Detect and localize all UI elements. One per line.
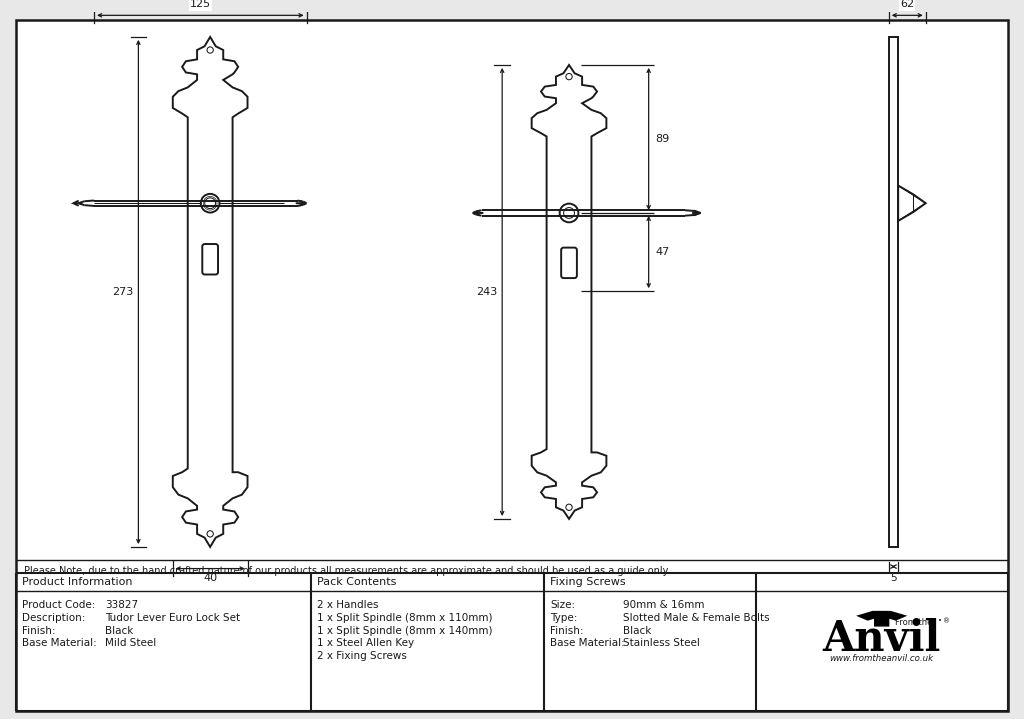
- Text: 62: 62: [900, 0, 914, 9]
- Text: Base Material:: Base Material:: [550, 638, 625, 649]
- Text: 125: 125: [189, 0, 211, 9]
- Text: Size:: Size:: [550, 600, 575, 610]
- Text: Black: Black: [104, 626, 133, 636]
- Text: 2 x Handles: 2 x Handles: [317, 600, 379, 610]
- Text: Please Note, due to the hand crafted nature of our products all measurements are: Please Note, due to the hand crafted nat…: [25, 566, 671, 576]
- Text: Description:: Description:: [23, 613, 86, 623]
- Text: Product Code:: Product Code:: [23, 600, 95, 610]
- Text: 273: 273: [113, 287, 133, 297]
- Text: •: •: [938, 618, 942, 623]
- Text: 1 x Steel Allen Key: 1 x Steel Allen Key: [317, 638, 415, 649]
- Text: Base Material:: Base Material:: [23, 638, 97, 649]
- Text: Finish:: Finish:: [550, 626, 584, 636]
- Text: Product Information: Product Information: [23, 577, 133, 587]
- Text: Anvil: Anvil: [822, 618, 941, 660]
- Text: 2 x Fixing Screws: 2 x Fixing Screws: [317, 651, 408, 661]
- Text: 33827: 33827: [104, 600, 138, 610]
- Text: Mild Steel: Mild Steel: [104, 638, 157, 649]
- Text: 47: 47: [655, 247, 670, 257]
- Text: Finish:: Finish:: [23, 626, 56, 636]
- Text: Stainless Steel: Stainless Steel: [623, 638, 700, 649]
- Text: 243: 243: [476, 287, 498, 297]
- Text: Black: Black: [623, 626, 651, 636]
- Text: 90mm & 16mm: 90mm & 16mm: [623, 600, 705, 610]
- Text: 40: 40: [203, 574, 217, 584]
- Text: 1 x Split Spindle (8mm x 140mm): 1 x Split Spindle (8mm x 140mm): [317, 626, 493, 636]
- Text: From the: From the: [895, 618, 933, 627]
- Text: ®: ®: [943, 618, 950, 625]
- Text: www.fromtheanvil.co.uk: www.fromtheanvil.co.uk: [829, 654, 934, 662]
- Text: Tudor Lever Euro Lock Set: Tudor Lever Euro Lock Set: [104, 613, 240, 623]
- Text: Type:: Type:: [550, 613, 578, 623]
- Text: 1 x Split Spindle (8mm x 110mm): 1 x Split Spindle (8mm x 110mm): [317, 613, 493, 623]
- Text: Pack Contents: Pack Contents: [317, 577, 396, 587]
- Text: 89: 89: [655, 134, 670, 144]
- Text: Slotted Male & Female Bolts: Slotted Male & Female Bolts: [623, 613, 770, 623]
- Bar: [889, 37, 898, 547]
- Text: Fixing Screws: Fixing Screws: [550, 577, 626, 587]
- Text: 5: 5: [890, 574, 897, 584]
- Polygon shape: [856, 611, 907, 626]
